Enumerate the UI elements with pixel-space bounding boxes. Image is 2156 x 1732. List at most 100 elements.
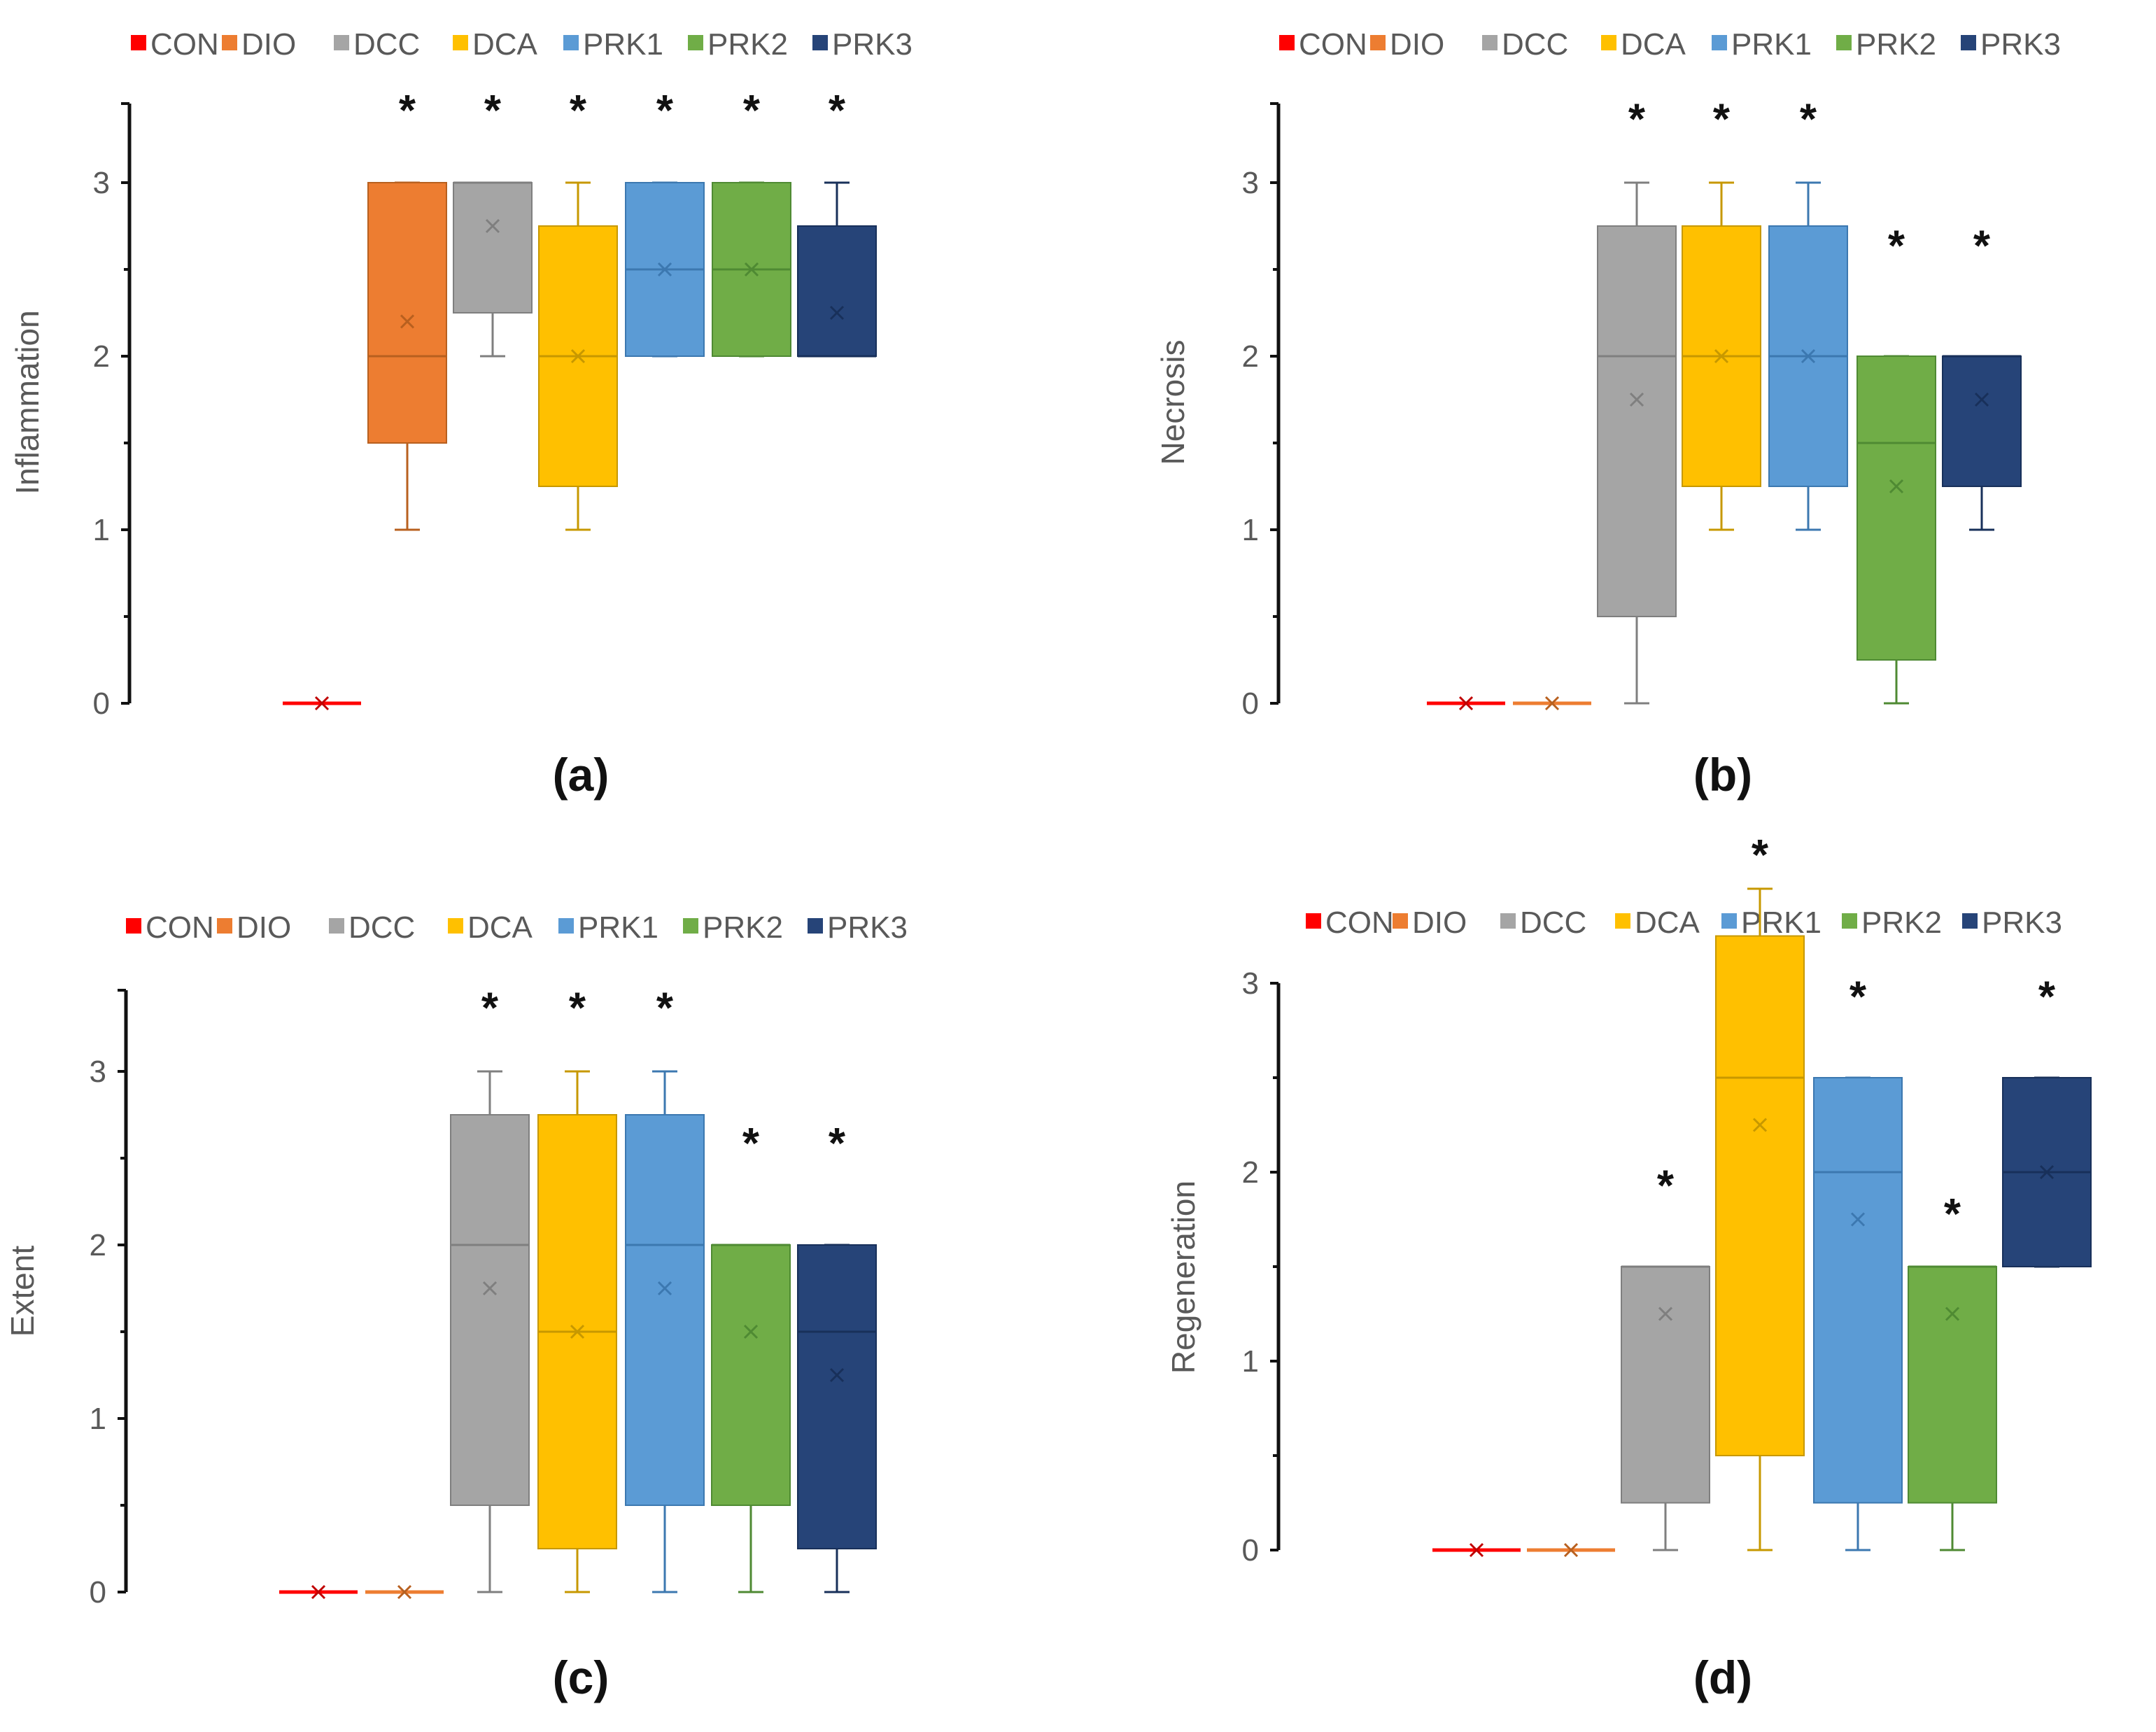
legend-item-con: CON: [131, 27, 219, 62]
legend-item-con: CON: [126, 910, 214, 945]
box-prk3: [2002, 1076, 2092, 1268]
mean-marker-stroke: [400, 314, 415, 329]
mean-marker-stroke: [1752, 1118, 1768, 1132]
mean-marker-stroke: [829, 1367, 845, 1383]
legend-label-con: CON: [150, 27, 219, 62]
box-prk3: [797, 1244, 877, 1593]
y-axis-label: Extent: [4, 1246, 41, 1337]
y-tick-label-1: 1: [90, 1402, 106, 1436]
legend-label-prk1: PRK1: [583, 27, 663, 62]
box-body: [450, 1114, 530, 1506]
box-dcc: [450, 1070, 530, 1593]
mean-marker: [1629, 392, 1644, 407]
box-prk2: [712, 181, 791, 358]
legend-label-prk2: PRK2: [1861, 906, 1942, 940]
mean-marker-stroke: [1714, 348, 1729, 364]
box-con: [283, 696, 361, 711]
legend-label-prk1: PRK1: [578, 910, 658, 945]
y-tick-label-3: 3: [1242, 966, 1259, 1001]
mean-marker-stroke: [1469, 1542, 1484, 1558]
significance-star-prk1: *: [1800, 96, 1817, 144]
legend-swatch-prk2: [1836, 35, 1852, 50]
mean-marker: [1658, 1307, 1673, 1321]
legend-label-dcc: DCC: [1502, 27, 1568, 62]
box-prk2: [711, 1244, 791, 1593]
legend-swatch-prk1: [1712, 35, 1727, 50]
legend-swatch-prk3: [808, 918, 823, 934]
mean-marker-stroke: [314, 696, 330, 711]
box-dcc: [1621, 1265, 1710, 1551]
significance-star-dio: *: [399, 87, 416, 135]
legend-label-dca: DCA: [467, 910, 533, 945]
legend-item-dio: DIO: [222, 27, 296, 62]
legend-label-dcc: DCC: [353, 27, 420, 62]
legend-item-dio: DIO: [1370, 27, 1444, 62]
legend-item-con: CON: [1306, 906, 1394, 940]
legend-item-prk1: PRK1: [1721, 906, 1822, 940]
mean-marker-stroke: [1974, 392, 1989, 407]
y-tick-label-2: 2: [93, 339, 110, 374]
legend-label-dio: DIO: [1412, 906, 1467, 940]
mean-marker-stroke: [570, 348, 586, 364]
legend-swatch-prk1: [558, 918, 574, 934]
y-tick-label-0: 0: [1242, 687, 1259, 721]
panel-label: (a): [553, 749, 610, 801]
y-axis-label: Inflammation: [9, 310, 45, 494]
significance-star-dca: *: [569, 985, 586, 1033]
mean-marker: [1945, 1307, 1960, 1321]
box-dca: [537, 1070, 617, 1593]
mean-marker: [1458, 696, 1474, 711]
significance-star-dca: *: [1752, 831, 1769, 880]
legend-label-dcc: DCC: [1520, 906, 1586, 940]
legend-item-dcc: DCC: [329, 910, 415, 945]
significance-star-prk1: *: [1849, 973, 1867, 1022]
legend-swatch-prk2: [1842, 913, 1857, 929]
legend-item-dio: DIO: [217, 910, 291, 945]
y-axis: 0 1 2 3: [93, 102, 132, 721]
legend-swatch-dca: [1615, 913, 1630, 929]
mean-marker: [314, 696, 330, 711]
legend-swatch-con: [1279, 35, 1295, 50]
legend-item-dca: DCA: [453, 27, 538, 62]
box-dio: [1527, 1542, 1615, 1558]
mean-marker: [1801, 348, 1816, 364]
legend-swatch-dcc: [334, 35, 349, 50]
legend-label-con: CON: [1325, 906, 1394, 940]
mean-marker: [570, 1324, 585, 1339]
box-con: [279, 1584, 358, 1600]
mean-marker-stroke: [1658, 1307, 1673, 1321]
legend-item-prk2: PRK2: [1836, 27, 1936, 62]
legend-label-prk3: PRK3: [832, 27, 913, 62]
panel-a: CON DIO DCC DCA PRK1 PRK2 PRK3 0 1 2 3 Inflammation…: [9, 27, 913, 801]
panel-d: CON DIO DCC DCA PRK1 PRK2 PRK3 0 1 2 3 Regeneration…: [1165, 831, 2092, 1703]
y-axis: 0 1 2 3: [1242, 966, 1281, 1568]
significance-star-prk2: *: [1888, 223, 1905, 271]
legend-swatch-dcc: [329, 918, 344, 934]
mean-marker-stroke: [485, 218, 500, 234]
y-tick-label-3: 3: [90, 1055, 106, 1089]
legend-swatch-dio: [1393, 913, 1408, 929]
legend-swatch-dca: [1601, 35, 1616, 50]
legend-item-con: CON: [1279, 27, 1367, 62]
box-prk1: [1813, 1076, 1903, 1551]
legend-label-prk2: PRK2: [1856, 27, 1936, 62]
box-dca: [1715, 887, 1805, 1551]
legend: CON DIO DCC DCA PRK1 PRK2 PRK3: [131, 27, 913, 62]
panel-label: (b): [1693, 749, 1752, 801]
legend-label-prk1: PRK1: [1731, 27, 1812, 62]
significance-star-prk3: *: [2038, 973, 2056, 1022]
significance-star-dcc: *: [481, 985, 499, 1033]
legend-swatch-prk1: [1721, 913, 1737, 929]
panel-b: CON DIO DCC DCA PRK1 PRK2 PRK3 0 1 2 3 Necrosis * * * *…: [1155, 27, 2061, 801]
legend-item-prk3: PRK3: [1962, 906, 2062, 940]
legend-item-prk2: PRK2: [688, 27, 788, 62]
legend-swatch-prk3: [1961, 35, 1976, 50]
significance-star-prk1: *: [656, 87, 674, 135]
legend-item-dio: DIO: [1393, 906, 1467, 940]
mean-marker-stroke: [657, 262, 672, 277]
mean-marker: [829, 305, 845, 321]
box-body: [797, 1244, 877, 1549]
box-body: [1813, 1077, 1903, 1504]
y-tick-label-1: 1: [1242, 513, 1259, 547]
mean-marker: [657, 262, 672, 277]
